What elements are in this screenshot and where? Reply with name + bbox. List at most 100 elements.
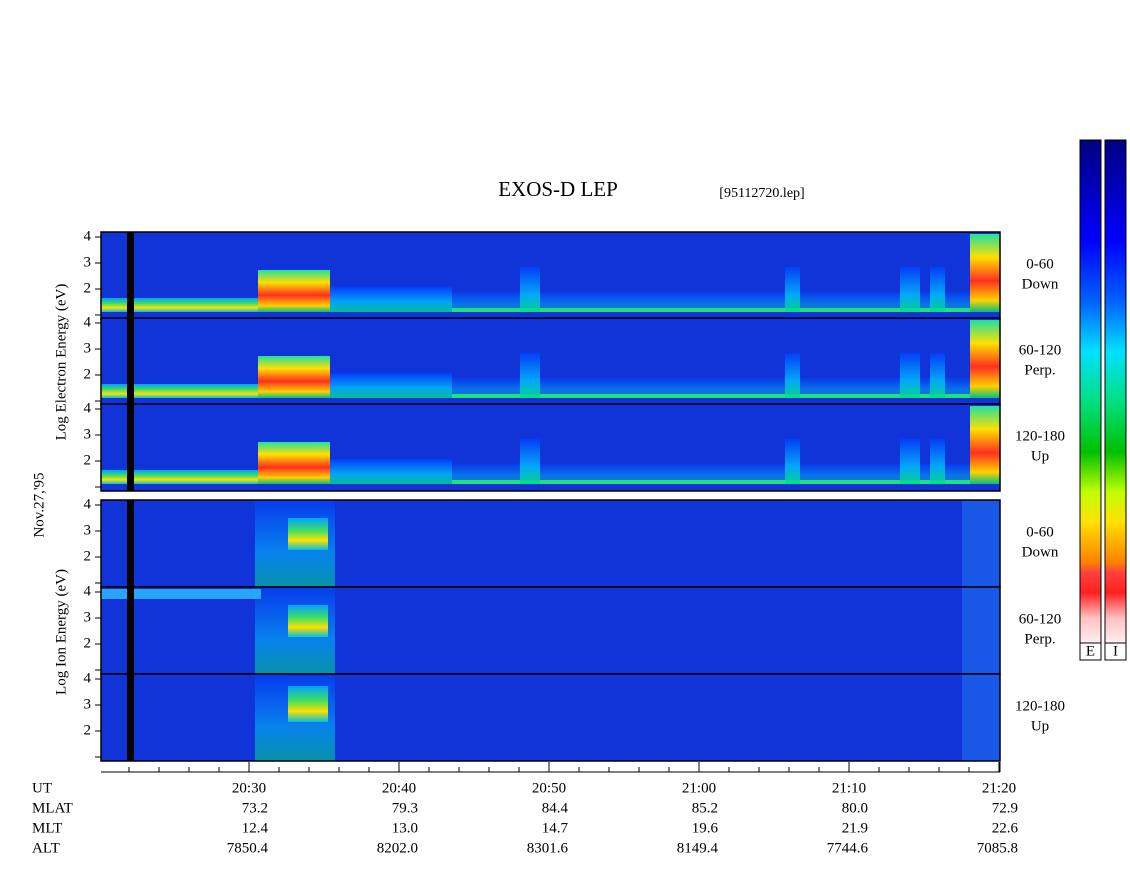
spectrogram-band: [900, 439, 920, 484]
y-tick-label: 3: [84, 696, 92, 712]
spectrogram-band: [288, 686, 328, 722]
y-tick-label: 4: [84, 583, 92, 599]
pitch-angle-direction: Up: [1031, 718, 1049, 734]
row-label: UT: [32, 780, 52, 796]
y-tick-label: 4: [84, 670, 92, 686]
y-tick-label: 4: [84, 228, 92, 244]
spectrogram-band: [452, 464, 972, 484]
pitch-angle-range: 60-120: [1019, 342, 1062, 358]
spectrogram-band: [101, 470, 258, 484]
row-label: MLAT: [32, 800, 73, 816]
pitch-angle-range: 0-60: [1026, 256, 1054, 272]
spectrogram-band: [101, 384, 258, 398]
color-bar-box: [1104, 642, 1127, 661]
spectrogram-band: [785, 353, 800, 398]
spectrogram-band: [900, 353, 920, 398]
spectrogram-band: [520, 267, 540, 312]
spectrogram-band: [288, 518, 328, 550]
orbit-value: 12.4: [242, 820, 269, 836]
orbit-value: 7850.4: [227, 840, 269, 856]
spectrogram-band: [962, 500, 1000, 587]
data-gap: [127, 674, 134, 761]
y-tick-label: 4: [84, 400, 92, 416]
pitch-angle-range: 0-60: [1026, 524, 1054, 540]
spectrogram-band: [970, 320, 1000, 398]
spectrogram-band: [962, 674, 1000, 761]
file-name: [95112720.lep]: [719, 186, 804, 201]
orbit-value: 13.0: [392, 820, 418, 836]
spectrogram-band: [101, 298, 258, 312]
spectrogram-band: [288, 605, 328, 637]
spectrogram-band: [785, 267, 800, 312]
spectrogram-band: [258, 442, 330, 484]
orbit-value: 84.4: [542, 800, 569, 816]
spectrogram-band: [452, 480, 972, 484]
orbit-value: 22.6: [992, 820, 1019, 836]
orbit-value: 73.2: [242, 800, 268, 816]
spectrogram-band: [930, 353, 945, 398]
y-tick-label: 3: [84, 254, 92, 270]
time-label: 20:40: [382, 780, 416, 796]
time-label: 21:20: [982, 780, 1016, 796]
spectrogram-band: [930, 267, 945, 312]
spectrogram-band: [900, 267, 920, 312]
row-label: ALT: [32, 840, 60, 856]
pitch-angle-range: 120-180: [1015, 428, 1065, 444]
spectrogram-band: [785, 439, 800, 484]
panel-frame: [100, 403, 1001, 492]
y-tick-label: 3: [84, 340, 92, 356]
orbit-value: 8149.4: [677, 840, 719, 856]
pitch-angle-direction: Down: [1022, 544, 1059, 560]
y-tick-label: 2: [84, 548, 92, 564]
y-tick-label: 3: [84, 426, 92, 442]
spectrogram-band: [452, 292, 972, 312]
pitch-angle-direction: Perp.: [1024, 631, 1055, 647]
spectrogram-band: [330, 373, 452, 398]
spectrogram-band: [452, 308, 972, 312]
orbit-value: 21.9: [842, 820, 868, 836]
spectrogram-background: [101, 674, 1000, 761]
spectrogram-band: [970, 406, 1000, 484]
orbit-value: 14.7: [542, 820, 569, 836]
spectrogram-band: [101, 589, 261, 599]
data-gap: [127, 500, 134, 587]
time-label: 21:10: [832, 780, 866, 796]
ion-axis-label: Log Ion Energy (eV): [53, 569, 69, 695]
spectrogram-band: [330, 459, 452, 484]
y-tick-label: 4: [84, 314, 92, 330]
time-label: 21:00: [682, 780, 716, 796]
data-gap: [127, 232, 134, 319]
y-tick-label: 2: [84, 366, 92, 382]
y-tick-label: 3: [84, 522, 92, 538]
orbit-value: 8202.0: [377, 840, 418, 856]
orbit-value: 85.2: [692, 800, 718, 816]
orbit-value: 19.6: [692, 820, 719, 836]
date-label: Nov.27,'95: [31, 472, 47, 537]
orbit-value: 7085.8: [977, 840, 1018, 856]
electron-axis-label: Log Electron Energy (eV): [53, 284, 69, 441]
color-bar-label: E: [1086, 643, 1095, 659]
row-label: MLT: [32, 820, 62, 836]
y-tick-label: 2: [84, 280, 92, 296]
spectrogram-band: [962, 587, 1000, 674]
y-tick-label: 3: [84, 609, 92, 625]
pitch-angle-range: 120-180: [1015, 698, 1065, 714]
spectrogram-band: [520, 353, 540, 398]
data-gap: [127, 587, 134, 674]
spectrogram-band: [452, 378, 972, 398]
time-label: 20:50: [532, 780, 566, 796]
pitch-angle-direction: Down: [1022, 276, 1059, 292]
y-tick-label: 2: [84, 452, 92, 468]
y-tick-label: 2: [84, 722, 92, 738]
spectrogram-band: [930, 439, 945, 484]
orbit-value: 8301.6: [527, 840, 569, 856]
y-tick-label: 4: [84, 496, 92, 512]
y-tick-label: 2: [84, 635, 92, 651]
time-label: 20:30: [232, 780, 266, 796]
panel-frame: [100, 673, 1001, 762]
pitch-angle-range: 60-120: [1019, 611, 1062, 627]
spectrogram-background: [101, 587, 1000, 674]
pitch-angle-direction: Up: [1031, 448, 1049, 464]
orbit-value: 80.0: [842, 800, 868, 816]
spectrogram-band: [452, 394, 972, 398]
